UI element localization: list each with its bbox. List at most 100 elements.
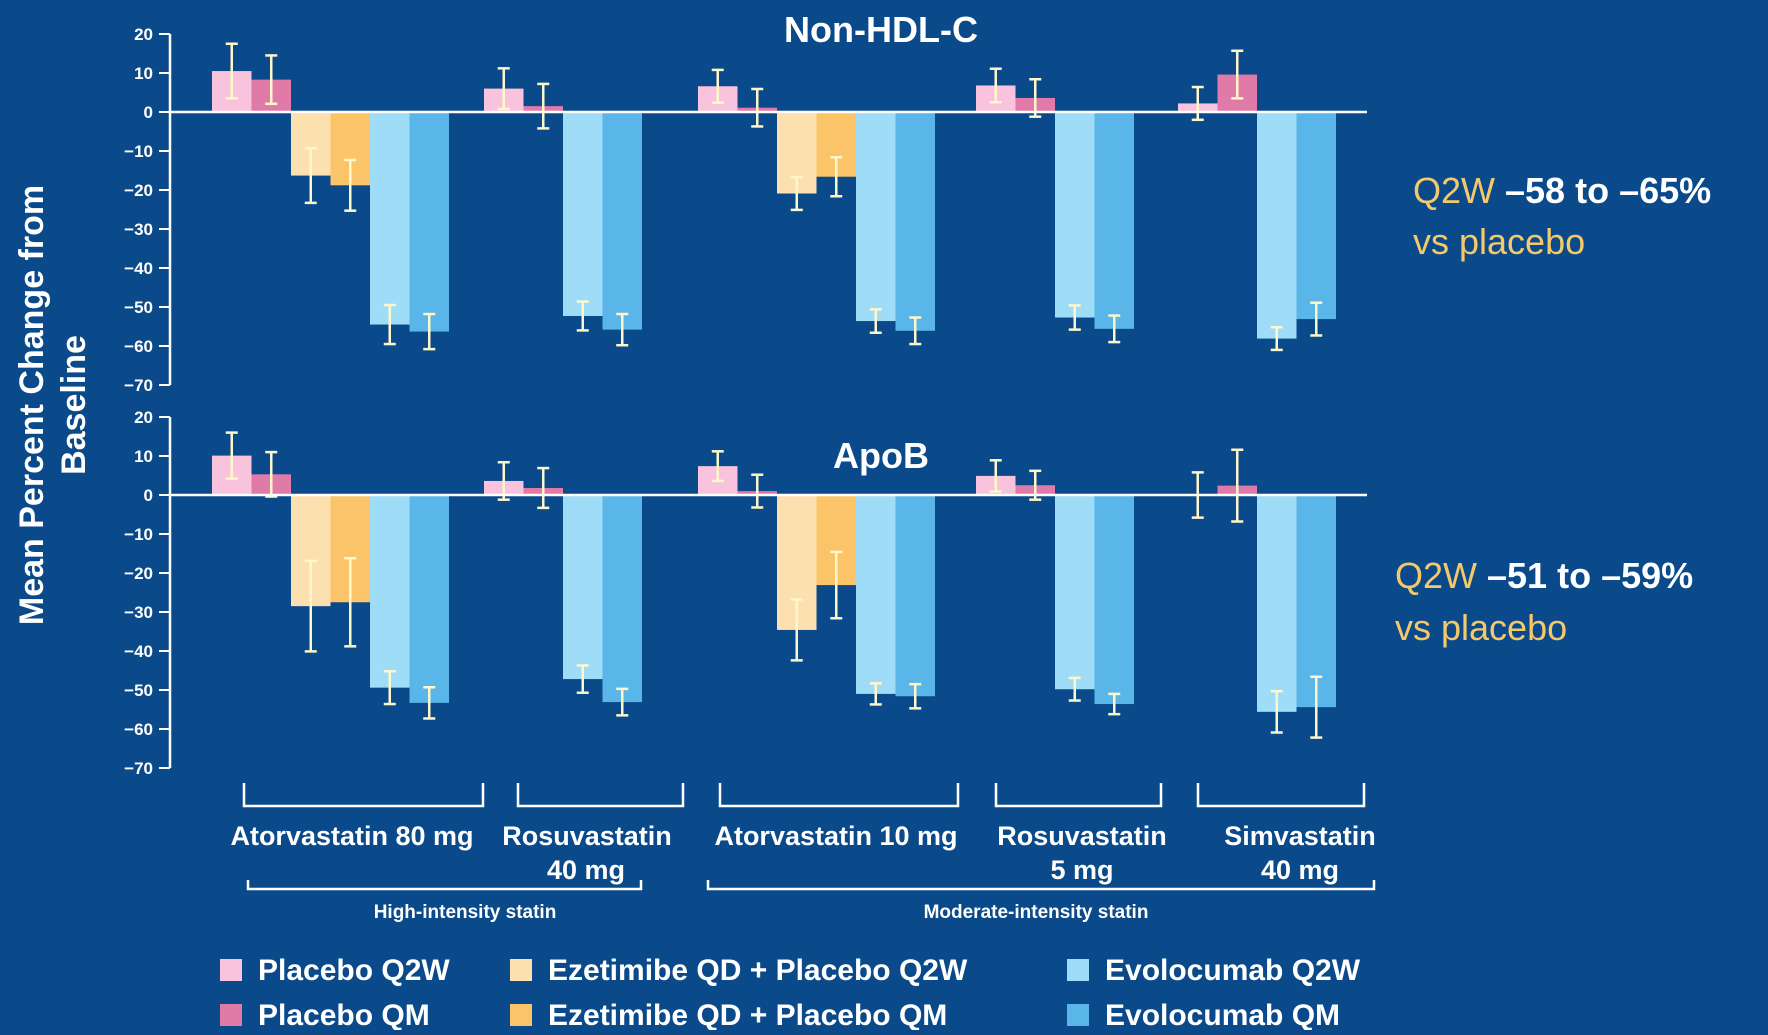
legend-swatch: [1067, 1004, 1089, 1026]
bar: [1296, 495, 1336, 708]
bar: [409, 495, 449, 703]
legend-swatch: [220, 1004, 242, 1026]
y-tick-label: −20: [124, 181, 153, 200]
y-tick-label: 10: [134, 447, 153, 466]
bar: [370, 495, 410, 688]
y-axis-label-line2: Baseline: [55, 335, 93, 475]
error-bar: [869, 682, 882, 706]
error-bar: [616, 687, 629, 717]
error-bar: [344, 158, 357, 212]
legend-item: Ezetimibe QD + Placebo QM: [510, 999, 947, 1032]
annotation-prefix: Q2W: [1395, 555, 1487, 596]
annotation-line1: Q2W –51 to –59%: [1395, 555, 1693, 596]
y-tick-label: −40: [124, 642, 153, 661]
y-tick-label: 10: [134, 64, 153, 83]
y-axis-label-line1: Mean Percent Change from: [13, 185, 51, 625]
bar: [563, 112, 603, 316]
error-bar: [497, 460, 510, 501]
error-bar: [989, 459, 1002, 493]
panel-title: ApoB: [833, 435, 929, 476]
error-bar: [265, 54, 278, 106]
group-label-line2: 40 mg: [1261, 855, 1339, 885]
legend-item: Evolocumab QM: [1067, 999, 1340, 1032]
bar: [370, 112, 410, 325]
y-tick-label: −20: [124, 564, 153, 583]
legend-swatch: [220, 959, 242, 981]
annotation-line1: Q2W –58 to –65%: [1413, 170, 1711, 211]
error-bar: [537, 82, 550, 130]
y-tick-label: −10: [124, 142, 153, 161]
error-bar: [1191, 85, 1204, 122]
group-bracket: [242, 783, 485, 808]
error-bar: [1231, 49, 1244, 100]
error-bar: [869, 308, 882, 334]
group-label-line2: 5 mg: [1050, 855, 1113, 885]
y-tick-label: −50: [124, 681, 153, 700]
error-bar: [1270, 689, 1283, 734]
bar: [409, 112, 449, 332]
annotation-range: –58 to –65%: [1505, 170, 1711, 211]
error-bar: [751, 473, 764, 509]
bar: [1257, 495, 1297, 712]
bar: [1094, 495, 1134, 705]
bar: [1257, 112, 1297, 339]
legend-item: Placebo Q2W: [220, 954, 450, 987]
legend-swatch: [1067, 959, 1089, 981]
error-bar: [790, 598, 803, 662]
error-bar: [1270, 326, 1283, 352]
legend-swatch: [510, 1004, 532, 1026]
error-bar: [751, 87, 764, 128]
legend-label: Evolocumab QM: [1105, 999, 1340, 1030]
error-bar: [989, 67, 1002, 104]
error-bar: [423, 686, 436, 720]
error-bar: [909, 682, 922, 710]
error-bar: [1310, 301, 1323, 337]
error-bar: [225, 431, 238, 480]
error-bar: [537, 466, 550, 510]
error-bar: [1068, 304, 1081, 331]
group-bracket: [994, 783, 1163, 808]
error-bar: [1068, 676, 1081, 702]
group-label-line2: 40 mg: [547, 855, 625, 885]
annotation-line2: vs placebo: [1413, 221, 1585, 262]
group-label: Simvastatin: [1224, 821, 1376, 851]
legend-label: Ezetimibe QD + Placebo Q2W: [548, 954, 968, 987]
error-bar: [830, 550, 843, 620]
error-bar: [830, 155, 843, 198]
error-bar: [383, 303, 396, 346]
group-bracket: [1196, 783, 1366, 808]
intensity-bracket: [246, 880, 643, 891]
error-bar: [711, 68, 724, 104]
panel-apob: 20 10 0 −10 −20 −30 −40 −50 −60 −70 ApoB Q2W –51 to…: [124, 408, 1693, 778]
intensity-label: High-intensity statin: [374, 902, 557, 923]
group-bracket: [516, 783, 685, 808]
group-label: Atorvastatin 80 mg: [230, 821, 473, 851]
error-bar: [265, 450, 278, 498]
bar: [1296, 112, 1336, 320]
bar: [1094, 112, 1134, 329]
group-labels: Atorvastatin 80 mg Rosuvastatin 40 mg Atorv…: [230, 783, 1376, 923]
error-bar: [423, 312, 436, 351]
y-tick-label: −30: [124, 603, 153, 622]
error-bar: [616, 312, 629, 347]
y-tick-label: 0: [144, 486, 153, 505]
group-bracket: [718, 783, 960, 808]
error-bar: [383, 670, 396, 706]
y-tick-label: −50: [124, 298, 153, 317]
bar: [895, 112, 935, 331]
legend: Placebo Q2W Placebo QM Ezetimibe QD + Plac…: [220, 954, 1361, 1032]
error-bar: [1231, 448, 1244, 523]
bar: [856, 112, 896, 322]
annotation-range: –51 to –59%: [1487, 555, 1693, 596]
error-bar: [711, 450, 724, 483]
y-tick-label: −60: [124, 337, 153, 356]
panel-title: Non-HDL-C: [784, 9, 978, 50]
group-label: Atorvastatin 10 mg: [714, 821, 957, 851]
intensity-label: Moderate-intensity statin: [924, 902, 1149, 923]
error-bar: [304, 147, 317, 205]
group-label: Rosuvastatin: [997, 821, 1167, 851]
legend-label: Ezetimibe QD + Placebo QM: [548, 999, 947, 1030]
y-tick-label: −40: [124, 259, 153, 278]
